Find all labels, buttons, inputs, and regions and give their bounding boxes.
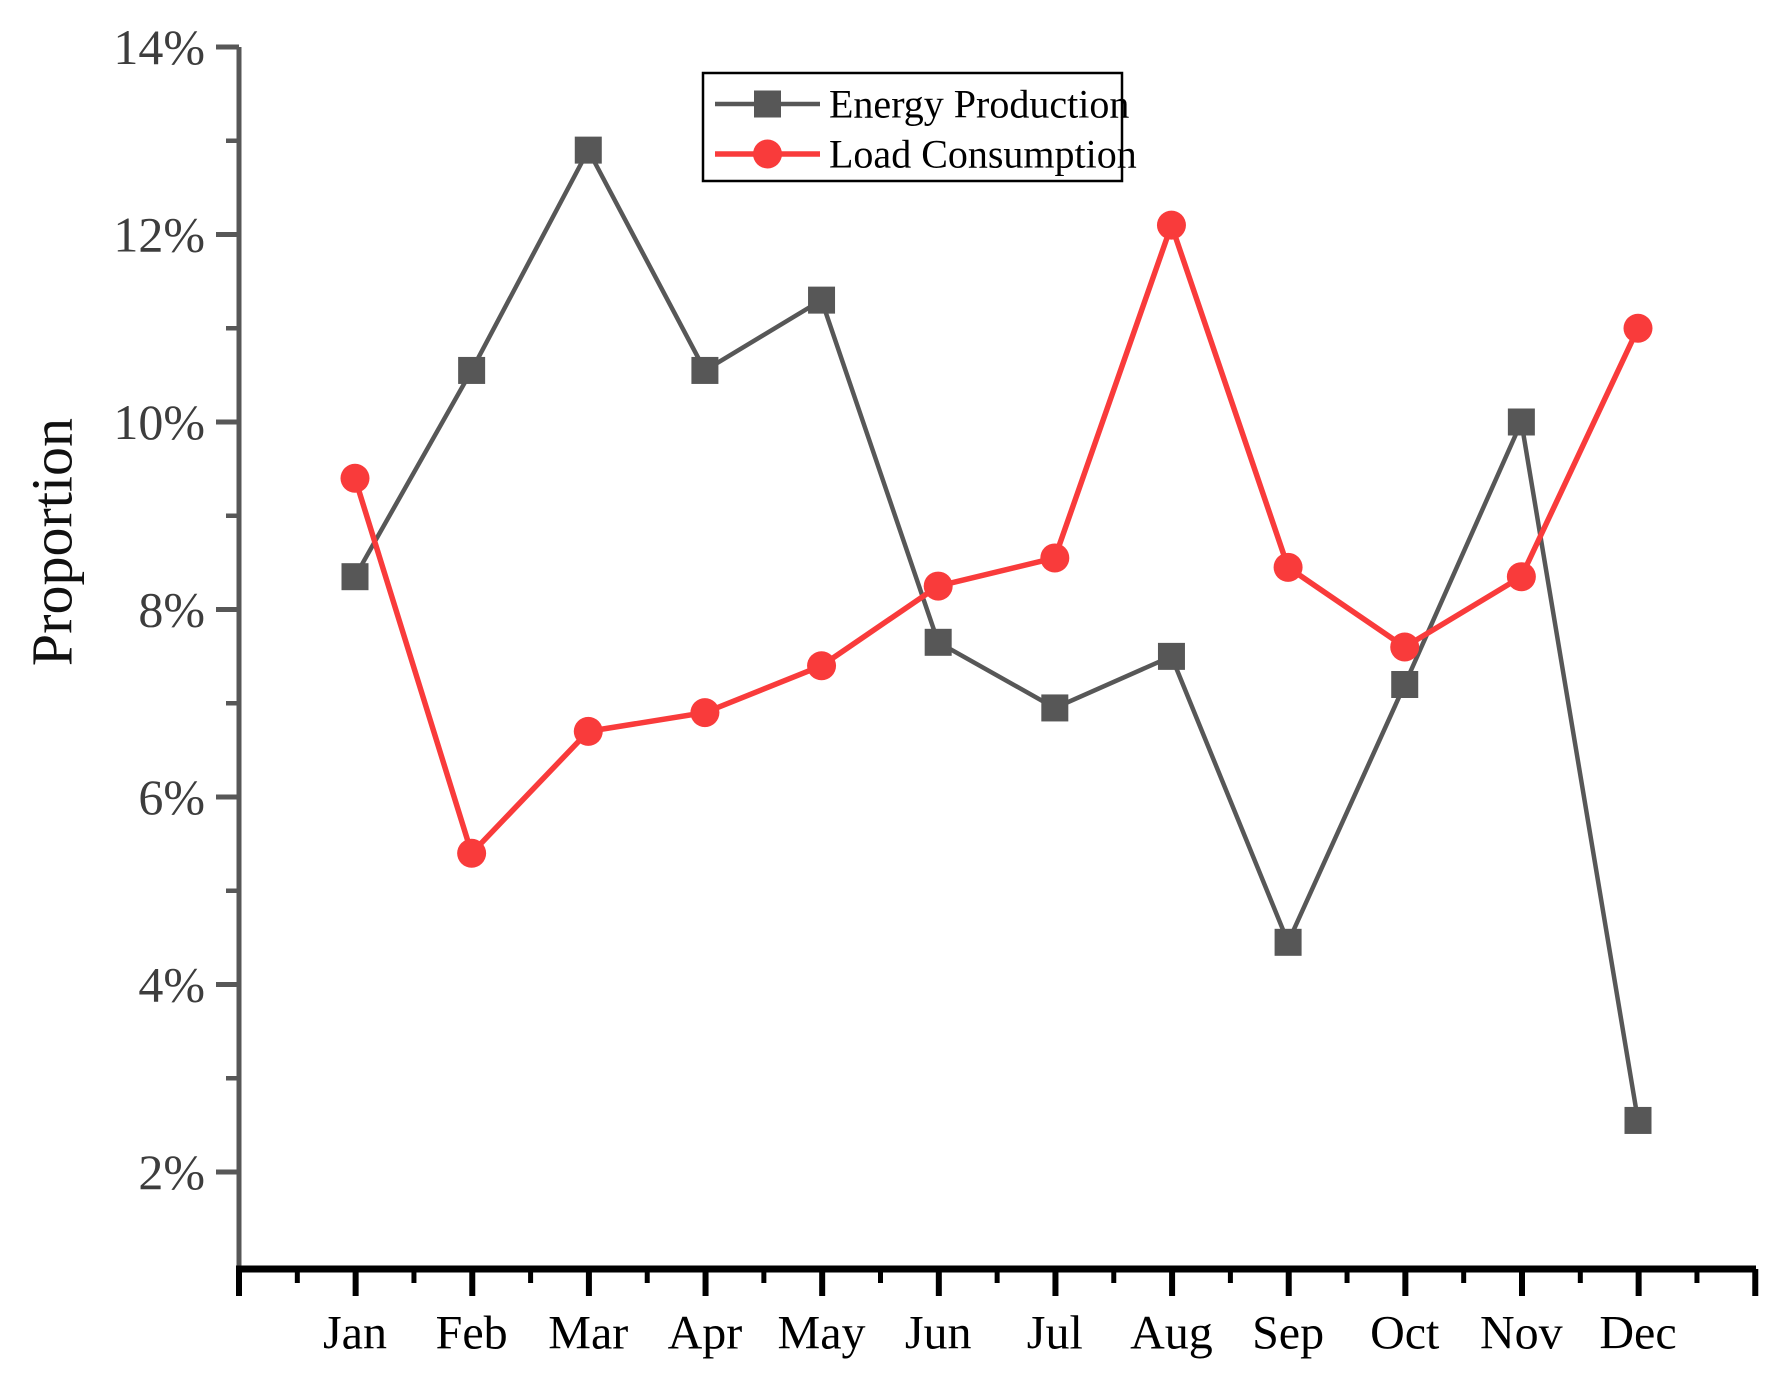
point-load-consumption-jan (340, 463, 370, 493)
x-tick-label-mar: Mar (548, 1307, 628, 1360)
point-energy-production-may (808, 286, 836, 314)
legend-label-energy-production: Energy Production (829, 82, 1129, 127)
y-tick-label: 6% (138, 769, 205, 825)
x-tick-label-jul: Jul (1027, 1307, 1083, 1360)
point-load-consumption-nov (1506, 562, 1536, 592)
y-tick-label: 10% (113, 394, 205, 450)
series-energy-production (341, 136, 1652, 1134)
x-tick-label-oct: Oct (1370, 1307, 1440, 1360)
point-energy-production-sep (1274, 928, 1302, 956)
point-energy-production-oct (1391, 671, 1419, 698)
x-tick-label-nov: Nov (1480, 1307, 1563, 1360)
point-energy-production-dec (1624, 1106, 1652, 1134)
point-energy-production-nov (1507, 408, 1535, 436)
point-energy-production-jan (341, 563, 369, 591)
point-load-consumption-sep (1273, 552, 1303, 582)
legend-circle-marker-icon (753, 139, 782, 169)
legend-square-marker-icon (754, 90, 781, 118)
y-tick-label: 4% (138, 957, 205, 1013)
x-tick-label-jan: Jan (323, 1307, 387, 1360)
point-energy-production-jun (924, 628, 952, 656)
legend: Energy Production Load Consumption (701, 71, 1137, 183)
point-load-consumption-feb (457, 838, 487, 868)
x-tick-label-feb: Feb (436, 1307, 508, 1360)
legend-entry-energy-production: Energy Production (715, 82, 1129, 127)
point-energy-production-aug (1157, 642, 1185, 670)
x-tick-label-jun: Jun (905, 1307, 972, 1360)
point-load-consumption-jun (923, 571, 953, 601)
x-tick-label-aug: Aug (1130, 1307, 1213, 1360)
y-tick-label: 12% (113, 207, 205, 263)
series-line-energy-production (353, 145, 1641, 1121)
point-energy-production-apr (691, 356, 719, 384)
y-tick-label: 2% (138, 1144, 205, 1200)
x-tick-label-apr: Apr (668, 1307, 743, 1360)
x-tick-label-dec: Dec (1599, 1307, 1676, 1360)
point-load-consumption-may (807, 651, 837, 681)
point-energy-production-jul (1041, 694, 1069, 722)
y-tick-label: 8% (138, 582, 205, 638)
x-tick-label-sep: Sep (1252, 1307, 1324, 1360)
point-load-consumption-mar (573, 716, 603, 746)
point-energy-production-feb (458, 356, 486, 384)
point-load-consumption-aug (1156, 210, 1186, 240)
legend-entry-load-consumption: Load Consumption (715, 132, 1137, 177)
point-load-consumption-oct (1390, 632, 1420, 662)
point-energy-production-mar (574, 136, 602, 164)
series-load-consumption (340, 210, 1653, 868)
point-load-consumption-dec (1623, 313, 1653, 343)
y-axis-title: Proportion (20, 418, 85, 666)
x-tick-label-may: May (778, 1307, 866, 1360)
point-load-consumption-apr (690, 698, 720, 728)
legend-label-load-consumption: Load Consumption (829, 132, 1137, 177)
y-tick-label: 14% (113, 19, 205, 75)
point-load-consumption-jul (1040, 543, 1070, 573)
series-line-load-consumption (352, 216, 1641, 859)
